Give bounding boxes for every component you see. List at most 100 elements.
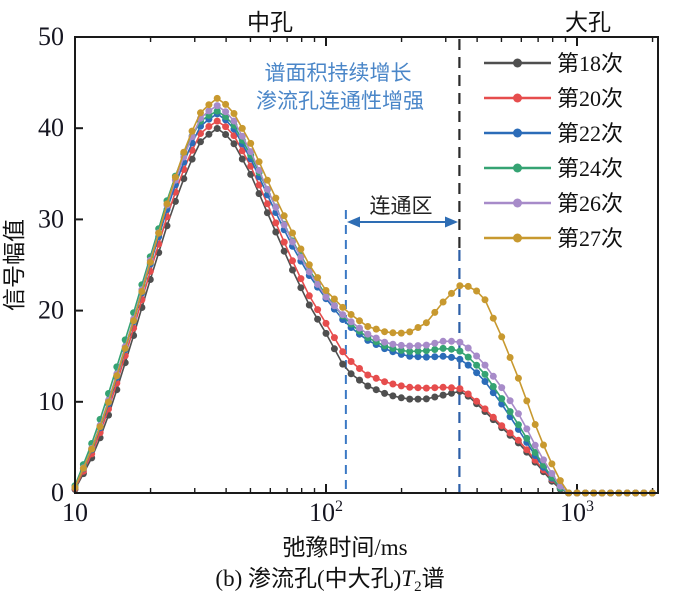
series-marker xyxy=(197,130,204,137)
series-marker xyxy=(347,370,355,378)
series-marker xyxy=(213,125,221,132)
legend-item: 第22次 xyxy=(484,121,623,146)
x-tick-label: 102 xyxy=(309,498,343,527)
series-marker xyxy=(481,370,489,378)
series-marker xyxy=(88,445,96,453)
series-marker xyxy=(322,293,330,301)
series-line xyxy=(74,127,653,494)
series-marker xyxy=(489,372,497,380)
series-marker xyxy=(155,229,163,237)
series-marker xyxy=(506,429,514,437)
series-marker xyxy=(372,325,380,333)
series-marker xyxy=(356,365,363,372)
series-marker xyxy=(314,306,322,314)
series-marker xyxy=(297,253,305,261)
series-marker xyxy=(422,341,430,349)
series-marker xyxy=(322,287,330,294)
y-tick-label: 40 xyxy=(38,113,64,142)
series-marker xyxy=(238,147,246,155)
caption: (b) 渗流孔(中大孔)T2谱 xyxy=(215,566,444,595)
series-marker xyxy=(255,166,263,174)
series-marker xyxy=(222,113,230,121)
series-marker xyxy=(397,329,405,337)
series-marker xyxy=(431,346,439,353)
series-marker xyxy=(531,449,539,456)
series-marker xyxy=(456,338,464,346)
series-marker xyxy=(414,342,422,350)
series-marker xyxy=(356,317,363,325)
series-marker xyxy=(439,391,447,399)
series-marker xyxy=(414,324,422,331)
legend-marker xyxy=(513,233,522,243)
series-marker xyxy=(213,94,221,102)
legend-item: 第26次 xyxy=(484,191,623,216)
series-marker xyxy=(280,238,288,246)
series-marker xyxy=(322,329,330,337)
series-marker xyxy=(205,107,213,115)
series-marker xyxy=(322,319,330,327)
series-marker xyxy=(448,384,455,392)
series-marker xyxy=(138,288,146,295)
series-marker xyxy=(372,374,380,382)
series-marker xyxy=(230,117,238,125)
series-marker xyxy=(289,238,296,246)
y-tick-label: 10 xyxy=(38,387,64,416)
legend-item: 第20次 xyxy=(484,86,623,111)
region-label-medium-pore: 中孔 xyxy=(247,10,293,35)
series-marker xyxy=(406,383,414,391)
series-marker xyxy=(230,140,238,148)
series-marker xyxy=(213,102,221,110)
series-marker xyxy=(414,347,422,355)
series-marker xyxy=(347,311,355,318)
series-marker xyxy=(272,203,280,211)
series-marker xyxy=(213,117,221,125)
x-tick-label: 10 xyxy=(62,498,88,527)
caption-prefix: (b) 渗流孔(中大孔) xyxy=(215,566,401,591)
legend-marker xyxy=(513,198,522,208)
series-marker xyxy=(364,330,372,338)
series-marker xyxy=(431,339,439,347)
series-marker xyxy=(481,378,489,385)
series-marker xyxy=(280,221,288,229)
series-marker xyxy=(330,295,338,303)
legend-label: 第24次 xyxy=(557,156,623,181)
series-marker xyxy=(330,302,338,310)
series-marker xyxy=(414,353,422,361)
series-marker xyxy=(439,298,447,306)
series-marker xyxy=(498,333,506,341)
series-marker xyxy=(523,434,531,442)
series-marker xyxy=(314,280,322,288)
series-marker xyxy=(364,382,372,390)
series-marker xyxy=(489,413,497,421)
legend-label: 第27次 xyxy=(557,226,623,251)
series-marker xyxy=(397,394,405,402)
series-marker xyxy=(448,389,455,397)
series-marker xyxy=(406,395,414,403)
series-marker xyxy=(339,360,347,368)
series-marker xyxy=(456,347,464,355)
series-marker xyxy=(406,352,414,360)
caption-variable: T xyxy=(401,566,416,591)
legend-label: 第26次 xyxy=(557,191,623,216)
series-marker xyxy=(372,334,380,342)
series-marker xyxy=(330,345,338,353)
series-marker xyxy=(230,132,238,140)
series-marker xyxy=(280,247,288,255)
series-marker xyxy=(514,374,522,382)
series-marker xyxy=(113,372,121,380)
plot-frame xyxy=(74,36,659,494)
series-marker xyxy=(422,353,430,361)
x-tick-label: 103 xyxy=(560,498,594,527)
connected-zone-arrow xyxy=(347,216,458,228)
series-marker xyxy=(364,323,372,330)
series-marker xyxy=(548,460,556,468)
series-marker xyxy=(523,425,531,433)
series-marker xyxy=(381,328,389,336)
series-marker xyxy=(314,274,322,282)
series-marker xyxy=(272,219,280,227)
series-marker xyxy=(498,384,506,392)
series-marker xyxy=(514,410,522,418)
legend-item: 第24次 xyxy=(484,156,623,181)
series-marker xyxy=(79,464,87,472)
